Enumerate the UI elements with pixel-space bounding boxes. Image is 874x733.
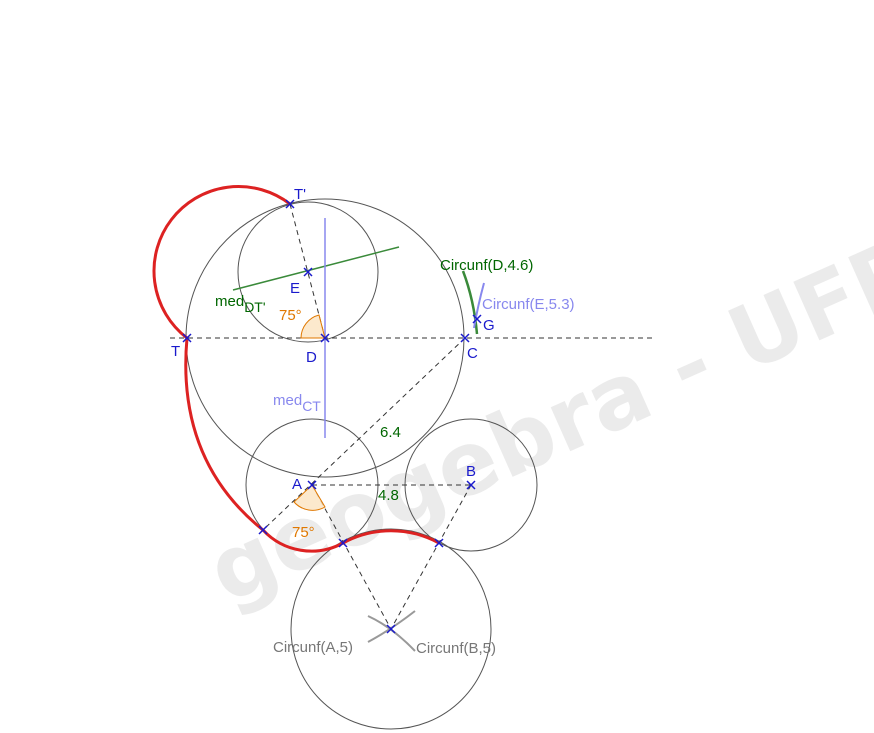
label-circunf-e: Circunf(E,5.3) [482, 296, 575, 313]
point-markers [182, 199, 482, 634]
circle-e [237, 201, 379, 343]
point-tangent-left-marker [258, 525, 268, 535]
label-g: G [483, 317, 495, 334]
angle-marker-d [300, 314, 326, 339]
label-angle-top: 75° [279, 307, 302, 324]
point-d-marker [320, 333, 330, 343]
arc-circunf-d [461, 270, 479, 335]
label-med-ct: medCT [273, 392, 321, 414]
label-t: T [171, 343, 180, 360]
line-a-center [311, 484, 392, 630]
arc-circunf-b [367, 610, 416, 643]
mediatrix-dt [232, 246, 400, 291]
point-t-marker [182, 333, 192, 343]
point-center-bottom-marker [386, 624, 396, 634]
point-t-prime-marker [285, 199, 295, 209]
point-b-marker [466, 480, 476, 490]
line-b-center [390, 484, 472, 630]
point-c-marker [460, 333, 470, 343]
label-dist-ac: 6.4 [380, 424, 401, 441]
arc-circunf-e [473, 282, 485, 329]
label-b: B [466, 463, 476, 480]
circle-bottom [290, 528, 492, 730]
red-arc-bottom [342, 529, 440, 545]
label-circunf-d: Circunf(D,4.6) [440, 257, 533, 274]
label-circunf-b: Circunf(B,5) [416, 640, 496, 657]
point-tangent-a-marker [338, 538, 348, 548]
label-e: E [290, 280, 300, 297]
label-t-prime: T' [294, 186, 306, 203]
line-c-a [262, 337, 466, 531]
label-c: C [467, 345, 478, 362]
point-tangent-b-marker [434, 538, 444, 548]
point-a-marker [307, 480, 317, 490]
angle-marker-a [293, 484, 326, 511]
point-g-marker [472, 314, 482, 324]
label-angle-bottom: 75° [292, 524, 315, 541]
label-med-dt: medDT' [215, 293, 266, 315]
red-arc-left [184, 337, 264, 532]
red-arc-a [261, 528, 344, 553]
red-arc-top [152, 185, 291, 340]
arc-circunf-a [367, 615, 416, 652]
label-d: D [306, 349, 317, 366]
label-dist-ab: 4.8 [378, 487, 399, 504]
label-circunf-a: Circunf(A,5) [273, 639, 353, 656]
label-a: A [292, 476, 302, 493]
point-e-marker [303, 267, 313, 277]
